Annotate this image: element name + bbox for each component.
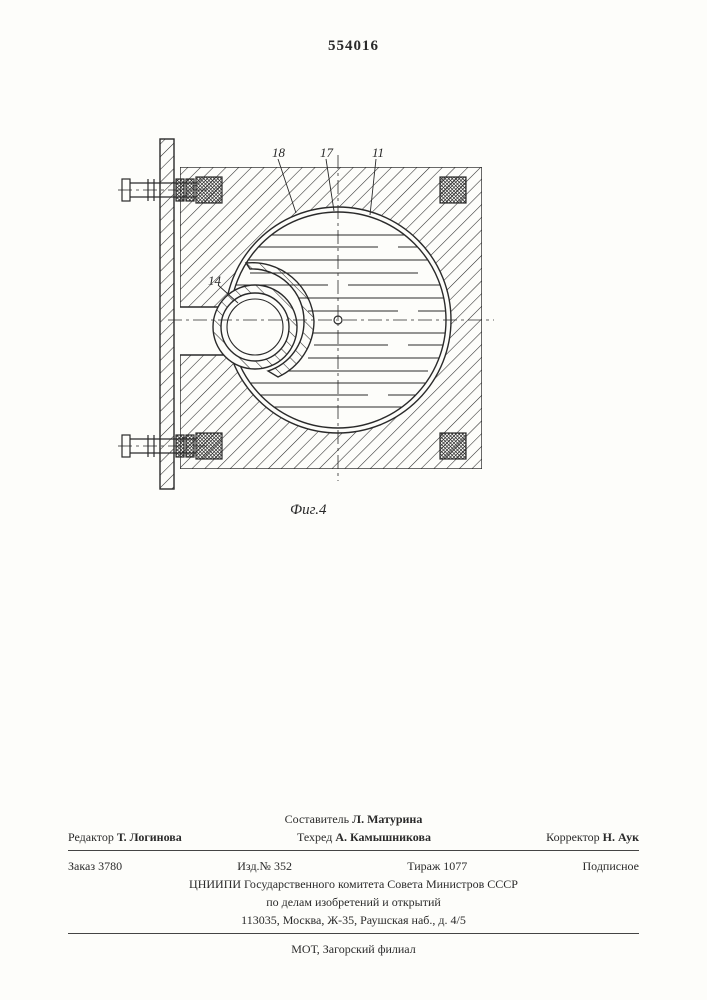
figure-caption: Фиг.4 — [290, 502, 326, 519]
order-label: Заказ — [68, 859, 95, 873]
publisher-line3: 113035, Москва, Ж-35, Раушская наб., д. … — [68, 911, 639, 929]
techred-label: Техред — [297, 830, 332, 844]
printer: МОТ, Загорский филиал — [68, 940, 639, 958]
compiler-label: Составитель — [285, 812, 349, 826]
subscription: Подписное — [583, 857, 640, 875]
patent-number: 554016 — [0, 38, 707, 55]
label-11: 11 — [372, 145, 384, 160]
label-17: 17 — [320, 145, 334, 160]
corrector-label: Корректор — [546, 830, 600, 844]
colophon: Составитель Л. Матурина Редактор Т. Логи… — [68, 810, 639, 958]
edition-value: 352 — [274, 859, 292, 873]
label-18: 18 — [272, 145, 286, 160]
techred-name: А. Камышникова — [335, 830, 431, 844]
label-14: 14 — [208, 273, 222, 288]
order-value: 3780 — [98, 859, 122, 873]
rule-2 — [68, 933, 639, 934]
rule-1 — [68, 850, 639, 851]
editor-name: Т. Логинова — [117, 830, 182, 844]
corrector-name: Н. Аук — [603, 830, 639, 844]
figure-4: 18 17 11 14 — [118, 135, 500, 495]
publisher-line2: по делам изобретений и открытий — [68, 893, 639, 911]
flange-plate — [160, 139, 174, 489]
circulation-value: 1077 — [443, 859, 467, 873]
compiler-name: Л. Матурина — [352, 812, 422, 826]
editor-label: Редактор — [68, 830, 114, 844]
circulation-label: Тираж — [407, 859, 440, 873]
publisher-line1: ЦНИИПИ Государственного комитета Совета … — [68, 875, 639, 893]
edition-label: Изд.№ — [237, 859, 271, 873]
